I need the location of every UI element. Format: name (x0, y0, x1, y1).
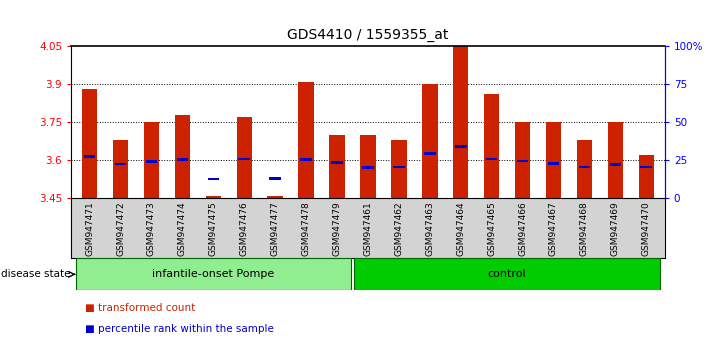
Bar (517, 160, 528, 162)
Bar (146, 160, 157, 163)
Bar (113, 140, 128, 198)
Text: GSM947464: GSM947464 (456, 201, 465, 256)
Bar (331, 161, 343, 164)
Bar (205, 196, 221, 198)
Text: GSM947470: GSM947470 (642, 201, 651, 256)
Bar (237, 117, 252, 198)
Bar (84, 155, 95, 158)
Bar (484, 94, 499, 198)
Bar (422, 84, 437, 198)
Bar (354, 258, 660, 290)
Bar (577, 140, 592, 198)
Bar (114, 163, 127, 165)
Text: disease state: disease state (1, 269, 71, 279)
Bar (547, 162, 560, 165)
Text: GSM947469: GSM947469 (611, 201, 620, 256)
Bar (609, 164, 621, 166)
Text: GSM947466: GSM947466 (518, 201, 527, 256)
Text: ■ transformed count: ■ transformed count (85, 303, 196, 313)
Text: infantile-onset Pompe: infantile-onset Pompe (152, 269, 274, 279)
Bar (579, 166, 590, 168)
Bar (76, 258, 351, 290)
Bar (329, 135, 345, 198)
Text: GSM947473: GSM947473 (147, 201, 156, 256)
Text: GSM947477: GSM947477 (271, 201, 279, 256)
Bar (175, 115, 190, 198)
Text: GSM947463: GSM947463 (425, 201, 434, 256)
Bar (176, 158, 188, 161)
Text: GSM947465: GSM947465 (487, 201, 496, 256)
Bar (300, 158, 312, 161)
Bar (362, 166, 374, 169)
Text: GDS4410 / 1559355_at: GDS4410 / 1559355_at (287, 28, 449, 42)
Text: GSM947462: GSM947462 (395, 201, 403, 256)
Bar (144, 122, 159, 198)
Bar (269, 177, 281, 180)
Bar (638, 155, 654, 198)
Text: GSM947476: GSM947476 (240, 201, 249, 256)
Bar (515, 122, 530, 198)
Text: GSM947478: GSM947478 (301, 201, 311, 256)
Bar (393, 166, 405, 168)
Bar (299, 81, 314, 198)
Text: GSM947461: GSM947461 (363, 201, 373, 256)
Bar (486, 158, 498, 160)
Bar (424, 152, 436, 155)
Bar (546, 122, 561, 198)
Bar (641, 166, 652, 168)
Text: ■ percentile rank within the sample: ■ percentile rank within the sample (85, 324, 274, 334)
Bar (391, 140, 407, 198)
Bar (455, 145, 466, 148)
Bar (453, 46, 469, 198)
Bar (267, 196, 283, 198)
Bar (238, 158, 250, 160)
Bar (608, 122, 623, 198)
Text: GSM947468: GSM947468 (580, 201, 589, 256)
Text: GSM947475: GSM947475 (209, 201, 218, 256)
Bar (82, 89, 97, 198)
Text: control: control (488, 269, 526, 279)
Text: GSM947472: GSM947472 (116, 201, 125, 256)
Text: GSM947467: GSM947467 (549, 201, 558, 256)
Text: GSM947474: GSM947474 (178, 201, 187, 256)
Text: GSM947471: GSM947471 (85, 201, 94, 256)
Bar (360, 135, 375, 198)
Bar (208, 178, 219, 181)
Text: GSM947479: GSM947479 (333, 201, 341, 256)
